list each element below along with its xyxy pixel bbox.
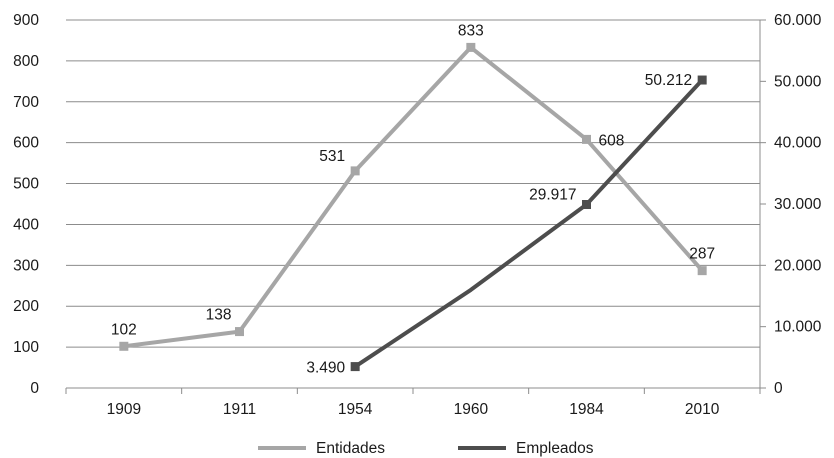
data-point-marker bbox=[119, 341, 129, 351]
data-label: 102 bbox=[111, 321, 137, 338]
series-line-entidades bbox=[123, 45, 704, 349]
right-tick-label: 10.000 bbox=[774, 319, 822, 336]
data-label: 531 bbox=[319, 148, 345, 165]
x-axis-ticks: 1909 1911 1954 1960 1984 2010 bbox=[65, 388, 761, 418]
left-tick-label: 100 bbox=[13, 339, 39, 356]
left-tick-label: 600 bbox=[13, 135, 39, 152]
right-tick-label: 60.000 bbox=[774, 12, 822, 29]
left-tick-label: 200 bbox=[13, 298, 39, 315]
data-point-marker bbox=[697, 266, 707, 276]
right-tick-label: 0 bbox=[774, 380, 783, 397]
data-point-marker bbox=[350, 166, 360, 176]
left-tick-label: 400 bbox=[13, 216, 39, 233]
x-tick-label: 1960 bbox=[454, 401, 489, 418]
legend-label: Empleados bbox=[516, 440, 594, 457]
data-point-marker bbox=[466, 42, 476, 52]
legend: Entidades Empleados bbox=[258, 440, 594, 457]
x-tick-label: 1909 bbox=[107, 401, 141, 418]
data-labels: 102 138 531 833 608 287 3.490 29.917 50.212 bbox=[111, 22, 715, 376]
data-label: 50.212 bbox=[645, 72, 692, 89]
data-label: 608 bbox=[599, 132, 625, 149]
left-tick-label: 500 bbox=[13, 176, 39, 193]
data-label: 3.490 bbox=[306, 360, 345, 377]
x-tick-label: 1984 bbox=[569, 401, 604, 418]
series-line-empleados bbox=[354, 78, 704, 369]
data-label: 287 bbox=[689, 246, 715, 263]
data-point-marker bbox=[582, 200, 591, 210]
series-lines bbox=[119, 42, 707, 372]
left-tick-label: 300 bbox=[13, 257, 39, 274]
data-point-marker bbox=[582, 134, 591, 144]
right-tick-label: 40.000 bbox=[774, 135, 822, 152]
left-axis-ticks: 0 100 200 300 400 500 600 700 800 900 bbox=[13, 12, 39, 397]
x-tick-label: 2010 bbox=[685, 401, 720, 418]
right-tick-label: 30.000 bbox=[774, 196, 822, 213]
x-tick-label: 1954 bbox=[338, 401, 373, 418]
right-axis-ticks: 0 10.000 20.000 30.000 40.000 50.000 60.000 bbox=[760, 12, 822, 397]
left-tick-label: 700 bbox=[13, 94, 39, 111]
data-label: 138 bbox=[206, 307, 232, 324]
left-tick-label: 800 bbox=[13, 53, 39, 70]
x-tick-label: 1911 bbox=[223, 401, 256, 418]
data-point-marker bbox=[235, 327, 244, 337]
data-label: 29.917 bbox=[529, 187, 576, 204]
data-point-marker bbox=[350, 362, 360, 372]
left-tick-label: 900 bbox=[13, 12, 39, 29]
data-label: 833 bbox=[458, 22, 484, 39]
right-tick-label: 50.000 bbox=[774, 73, 822, 90]
right-tick-label: 20.000 bbox=[774, 257, 822, 274]
gridlines bbox=[66, 19, 760, 348]
legend-label: Entidades bbox=[316, 440, 385, 457]
data-point-marker bbox=[697, 75, 707, 85]
left-tick-label: 0 bbox=[30, 380, 39, 397]
